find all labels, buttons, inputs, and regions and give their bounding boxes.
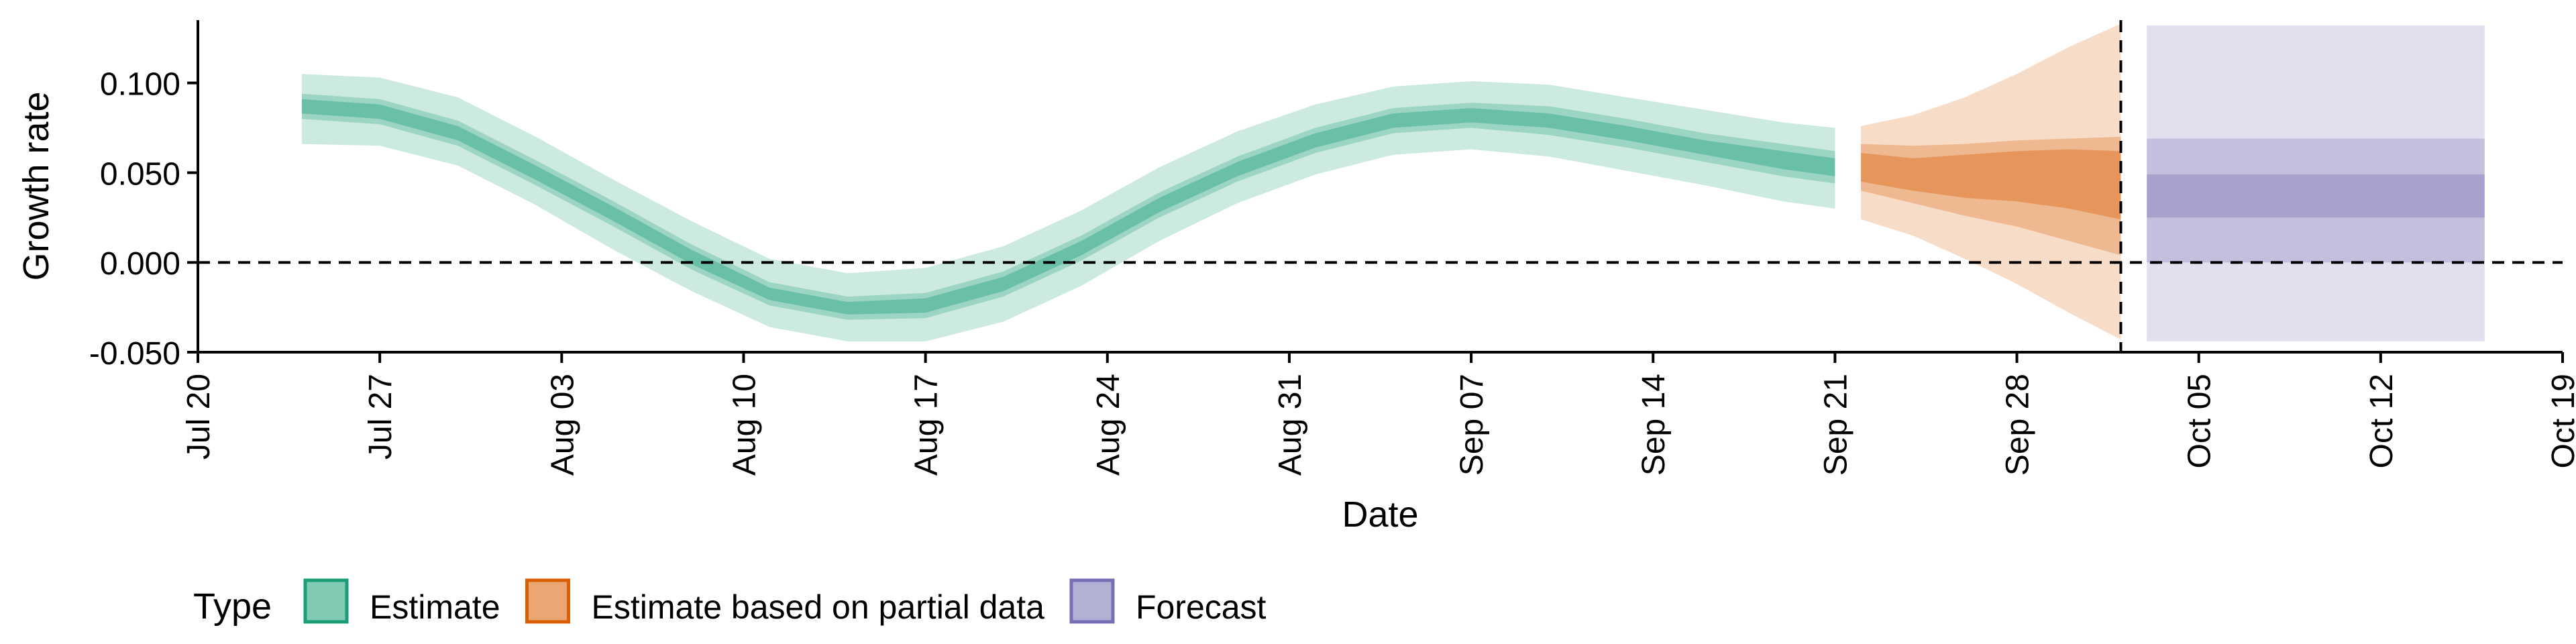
estimate-based-on-partial-data-inner-band [1861,149,2121,219]
estimate-inner-band [301,99,1835,315]
legend: Type Estimate Estimate based on partial d… [193,578,1267,627]
legend-label-forecast: Forecast [1136,588,1267,626]
y-tick-label: 0.050 [100,156,180,192]
legend-title: Type [193,586,272,627]
y-axis-ticks: -0.050 0.000 0.050 0.100 [89,67,198,372]
x-axis-title: Date [1342,494,1418,535]
legend-key-estimate-based-on-partial-data [525,578,571,624]
estimate-based-on-partial-data-outer-band [1861,23,2121,340]
estimate-based-on-partial-data-mid-band [1861,136,2121,256]
legend-key-estimate [303,578,349,624]
legend-label-estimate: Estimate [370,588,500,626]
x-tick-label: Sep 21 [1818,374,1854,476]
x-tick-label: Aug 10 [727,374,762,476]
y-tick-label: -0.050 [89,336,180,372]
x-axis-ticks: Jul 20 Jul 27 Aug 03 Aug 10 Aug 17 Aug 24 Aug … [181,352,2576,476]
x-tick-label: Oct 19 [2546,374,2576,468]
y-tick-label: 0.000 [100,246,180,282]
plot-area [301,23,2485,341]
x-tick-label: Sep 28 [2000,374,2036,476]
legend-key-forecast [1069,578,1115,624]
x-tick-label: Aug 31 [1273,374,1308,476]
forecast-mid-band [2147,138,2485,263]
estimate-outer-band [301,74,1835,341]
x-tick-label: Aug 17 [909,374,945,476]
x-tick-label: Jul 27 [363,374,398,460]
x-tick-label: Aug 03 [545,374,580,476]
forecast-inner-band [2147,174,2485,218]
x-tick-label: Oct 12 [2364,374,2400,468]
y-axis-title: Growth rate [16,91,56,280]
x-tick-label: Sep 14 [1636,374,1672,476]
x-tick-label: Sep 07 [1454,374,1490,476]
x-tick-label: Jul 20 [181,374,217,460]
x-tick-label: Aug 24 [1091,374,1126,476]
y-tick-label: 0.100 [100,67,180,103]
legend-label-estimate-based-on-partial-data: Estimate based on partial data [592,588,1045,626]
x-tick-label: Oct 05 [2182,374,2218,468]
